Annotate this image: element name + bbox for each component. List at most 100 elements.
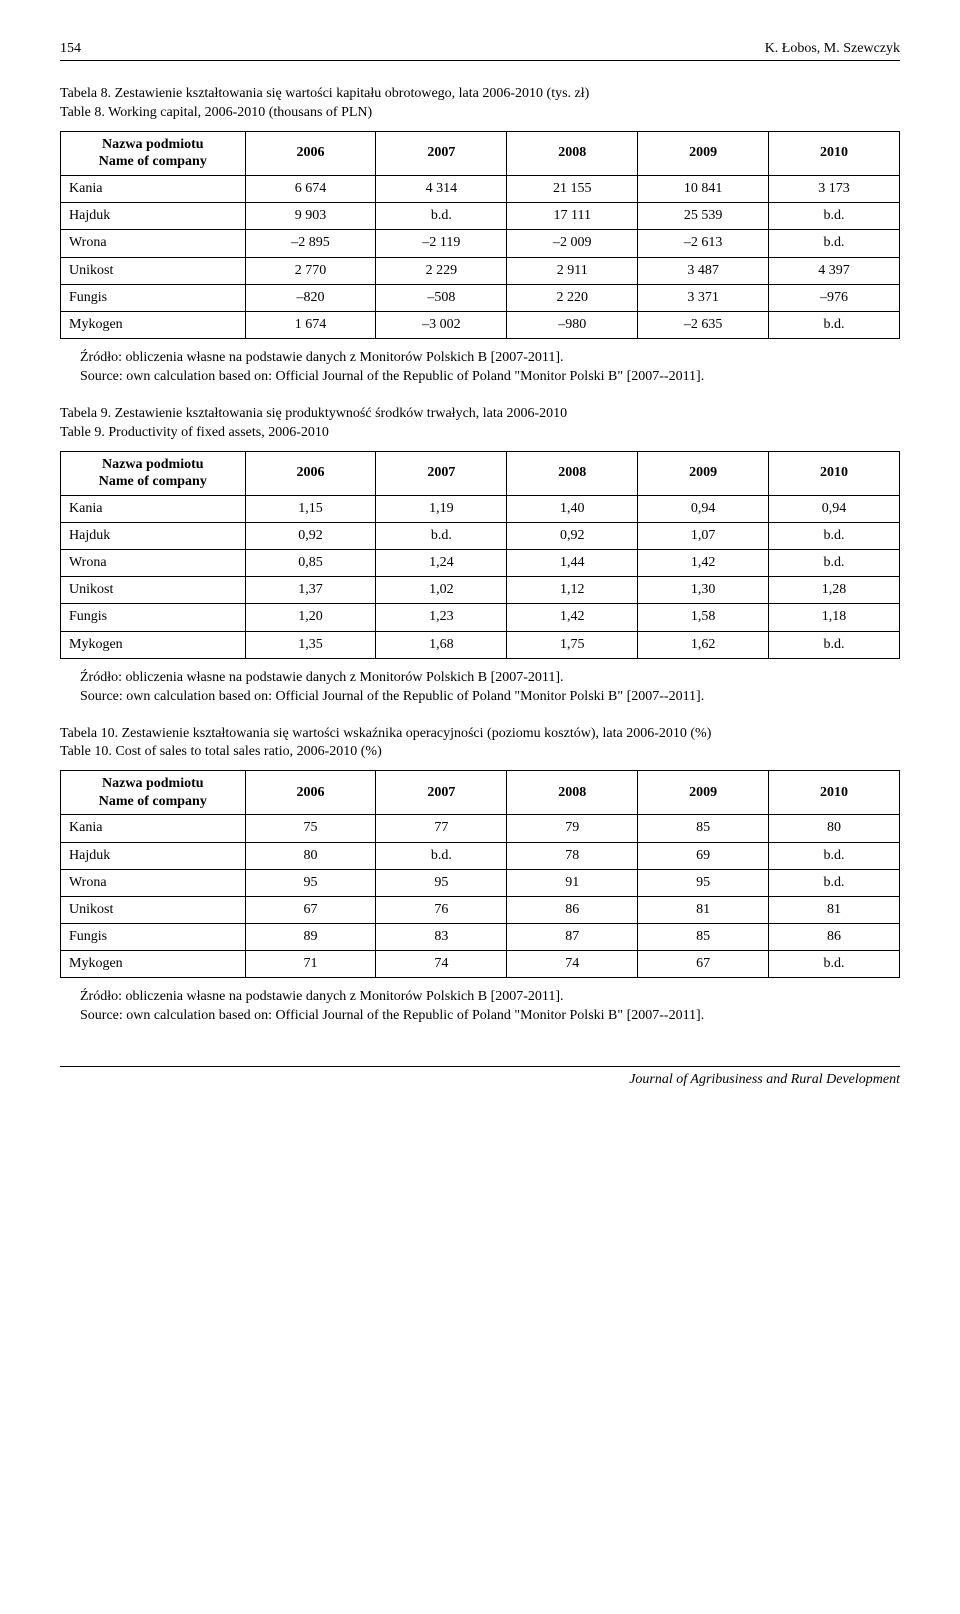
value-cell: –2 635 [638, 311, 769, 338]
value-cell: b.d. [376, 842, 507, 869]
value-cell: 86 [769, 924, 900, 951]
value-cell: 2 911 [507, 257, 638, 284]
value-cell: 1,20 [245, 604, 376, 631]
company-cell: Fungis [61, 924, 246, 951]
source-note-pl: Źródło: obliczenia własne na podstawie d… [80, 989, 564, 1004]
company-cell: Unikost [61, 257, 246, 284]
data-table: Nazwa podmiotuName of company20062007 200… [60, 131, 900, 339]
value-cell: –2 009 [507, 230, 638, 257]
value-cell: 1,58 [638, 604, 769, 631]
value-cell: 1,30 [638, 577, 769, 604]
value-cell: 1,37 [245, 577, 376, 604]
year-header: 2007 [376, 131, 507, 175]
table-row: Fungis1,201,231,421,581,18 [61, 604, 900, 631]
year-header: 2009 [638, 451, 769, 495]
company-header: Nazwa podmiotuName of company [61, 131, 246, 175]
company-cell: Kania [61, 815, 246, 842]
page-footer: Journal of Agribusiness and Rural Develo… [60, 1066, 900, 1089]
value-cell: –820 [245, 284, 376, 311]
company-cell: Kania [61, 175, 246, 202]
year-header: 2006 [245, 451, 376, 495]
table-header-row: Nazwa podmiotuName of company20062007 200… [61, 131, 900, 175]
company-cell: Unikost [61, 577, 246, 604]
value-cell: 80 [769, 815, 900, 842]
value-cell: 0,92 [507, 522, 638, 549]
value-cell: 95 [376, 869, 507, 896]
company-header: Nazwa podmiotuName of company [61, 771, 246, 815]
value-cell: 85 [638, 924, 769, 951]
table-row: Hajduk0,92b.d.0,921,07b.d. [61, 522, 900, 549]
journal-title: Journal of Agribusiness and Rural Develo… [629, 1072, 900, 1087]
value-cell: 74 [376, 951, 507, 978]
value-cell: 1,15 [245, 495, 376, 522]
value-cell: 87 [507, 924, 638, 951]
table-header-row: Nazwa podmiotuName of company20062007200… [61, 771, 900, 815]
value-cell: b.d. [769, 203, 900, 230]
value-cell: 67 [245, 896, 376, 923]
company-header-pl: Nazwa podmiotu [69, 775, 237, 793]
year-header: 2008 [507, 451, 638, 495]
value-cell: 4 397 [769, 257, 900, 284]
value-cell: 83 [376, 924, 507, 951]
year-header: 2010 [769, 771, 900, 815]
table-caption-en: Table 9. Productivity of fixed assets, 2… [60, 424, 900, 443]
company-header: Nazwa podmiotuName of company [61, 451, 246, 495]
table-row: Kania1,151,191,400,940,94 [61, 495, 900, 522]
table-row: Unikost6776868181 [61, 896, 900, 923]
company-cell: Kania [61, 495, 246, 522]
value-cell: 95 [245, 869, 376, 896]
company-header-pl: Nazwa podmiotu [69, 456, 237, 474]
value-cell: 0,92 [245, 522, 376, 549]
value-cell: 1,68 [376, 631, 507, 658]
value-cell: b.d. [769, 951, 900, 978]
value-cell: 95 [638, 869, 769, 896]
value-cell: 3 173 [769, 175, 900, 202]
table-caption: Tabela 9. Zestawienie kształtowania się … [60, 405, 900, 443]
value-cell: 86 [507, 896, 638, 923]
year-header: 2007 [376, 451, 507, 495]
page-header: 154 K. Łobos, M. Szewczyk [60, 40, 900, 61]
tables-container: Tabela 8. Zestawienie kształtowania się … [60, 85, 900, 1026]
value-cell: 10 841 [638, 175, 769, 202]
value-cell: b.d. [769, 631, 900, 658]
company-cell: Unikost [61, 896, 246, 923]
table-caption-en: Table 10. Cost of sales to total sales r… [60, 743, 900, 762]
company-cell: Hajduk [61, 842, 246, 869]
value-cell: b.d. [376, 522, 507, 549]
company-cell: Wrona [61, 869, 246, 896]
value-cell: –2 119 [376, 230, 507, 257]
source-note-en: Source: own calculation based on: Offici… [60, 688, 900, 707]
value-cell: 0,85 [245, 550, 376, 577]
value-cell: 2 220 [507, 284, 638, 311]
table-row: Kania7577798580 [61, 815, 900, 842]
table-caption-en: Table 8. Working capital, 2006-2010 (tho… [60, 104, 900, 123]
value-cell: b.d. [376, 203, 507, 230]
value-cell: b.d. [769, 311, 900, 338]
year-header: 2006 [245, 131, 376, 175]
value-cell: 76 [376, 896, 507, 923]
table-row: Kania6 6744 31421 15510 8413 173 [61, 175, 900, 202]
table-caption-pl: Tabela 10. Zestawienie kształtowania się… [60, 725, 900, 744]
value-cell: –2 895 [245, 230, 376, 257]
value-cell: 77 [376, 815, 507, 842]
value-cell: 0,94 [638, 495, 769, 522]
value-cell: –2 613 [638, 230, 769, 257]
value-cell: 91 [507, 869, 638, 896]
value-cell: 9 903 [245, 203, 376, 230]
table-row: Fungis–820–5082 2203 371–976 [61, 284, 900, 311]
data-table: Nazwa podmiotuName of company20062007200… [60, 451, 900, 659]
company-header-en: Name of company [69, 153, 237, 171]
table-row: Wrona95959195b.d. [61, 869, 900, 896]
value-cell: 1,62 [638, 631, 769, 658]
year-header: 2010 [769, 451, 900, 495]
value-cell: 6 674 [245, 175, 376, 202]
year-header: 2009 [638, 131, 769, 175]
value-cell: 1,18 [769, 604, 900, 631]
table-row: Unikost2 7702 2292 9113 4874 397 [61, 257, 900, 284]
table-row: Hajduk9 903b.d.17 11125 539b.d. [61, 203, 900, 230]
table-caption-pl: Tabela 9. Zestawienie kształtowania się … [60, 405, 900, 424]
table-row: Wrona–2 895–2 119–2 009–2 613b.d. [61, 230, 900, 257]
value-cell: 2 770 [245, 257, 376, 284]
value-cell: 3 487 [638, 257, 769, 284]
value-cell: 1,19 [376, 495, 507, 522]
